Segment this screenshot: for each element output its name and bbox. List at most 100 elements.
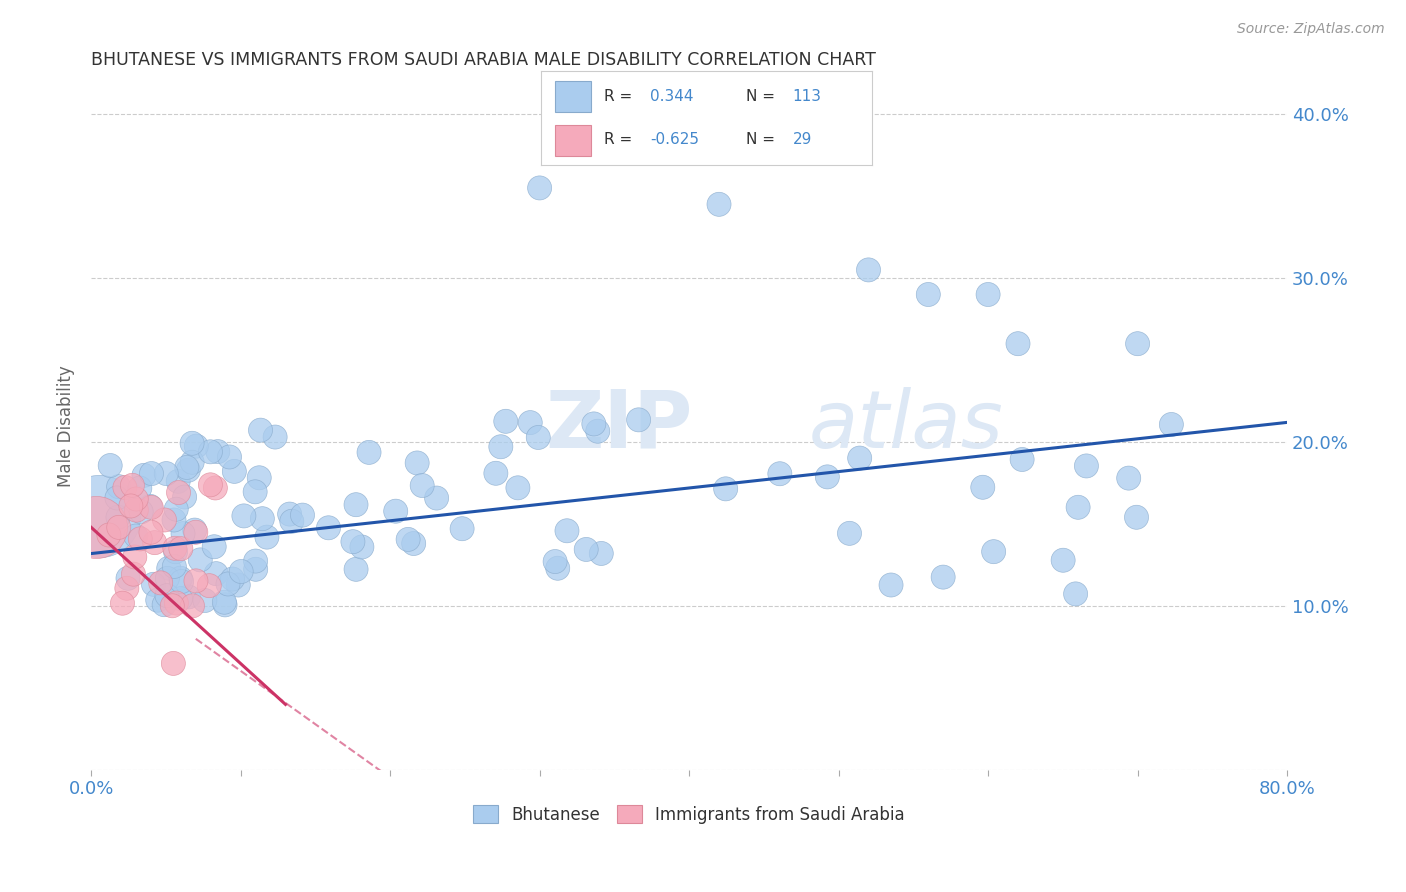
Point bbox=[198, 579, 221, 593]
Point bbox=[627, 413, 650, 427]
Point bbox=[529, 181, 551, 195]
Point bbox=[172, 526, 194, 541]
Point bbox=[128, 481, 150, 495]
Point bbox=[344, 562, 367, 576]
Point bbox=[139, 525, 162, 540]
Point bbox=[97, 528, 120, 542]
Point bbox=[350, 540, 373, 554]
Point bbox=[544, 555, 567, 569]
Point bbox=[1052, 553, 1074, 567]
Point bbox=[167, 475, 190, 489]
Text: -0.625: -0.625 bbox=[651, 132, 699, 147]
Point bbox=[1118, 471, 1140, 485]
Point bbox=[87, 508, 110, 523]
Point bbox=[84, 520, 107, 534]
Point bbox=[402, 536, 425, 550]
Point bbox=[200, 478, 222, 492]
Point bbox=[183, 523, 205, 537]
Point bbox=[111, 596, 134, 610]
Point bbox=[132, 468, 155, 483]
Point bbox=[186, 439, 208, 453]
Point bbox=[177, 463, 200, 477]
Point bbox=[141, 500, 163, 515]
Point bbox=[1067, 500, 1090, 515]
Point bbox=[231, 565, 253, 579]
Point bbox=[451, 522, 474, 536]
Point bbox=[105, 491, 128, 505]
Point bbox=[153, 513, 176, 527]
Point bbox=[124, 549, 146, 564]
Point bbox=[218, 450, 240, 464]
Point bbox=[406, 456, 429, 470]
Point bbox=[214, 598, 236, 612]
Point bbox=[107, 510, 129, 524]
Point bbox=[163, 541, 186, 556]
Point bbox=[977, 287, 1000, 301]
Text: R =: R = bbox=[605, 132, 637, 147]
Point bbox=[506, 481, 529, 495]
Point bbox=[858, 263, 880, 277]
Point bbox=[232, 508, 254, 523]
Point bbox=[245, 554, 267, 568]
Point bbox=[357, 445, 380, 459]
Point bbox=[125, 491, 148, 506]
Point bbox=[141, 467, 163, 481]
Point bbox=[181, 599, 204, 613]
Point bbox=[181, 455, 204, 469]
Point bbox=[217, 577, 239, 591]
Point bbox=[707, 197, 730, 211]
Point bbox=[575, 542, 598, 557]
Point bbox=[204, 481, 226, 495]
Point bbox=[1007, 336, 1029, 351]
Point bbox=[129, 505, 152, 519]
Point bbox=[519, 416, 541, 430]
Point bbox=[163, 513, 186, 527]
Point bbox=[917, 287, 939, 301]
Point bbox=[243, 484, 266, 499]
Point bbox=[1160, 417, 1182, 432]
Point bbox=[153, 598, 176, 612]
Point bbox=[169, 591, 191, 606]
Point bbox=[256, 530, 278, 544]
Point bbox=[591, 546, 613, 560]
Text: Source: ZipAtlas.com: Source: ZipAtlas.com bbox=[1237, 22, 1385, 37]
Point bbox=[200, 445, 222, 459]
Point bbox=[125, 529, 148, 543]
Point bbox=[98, 458, 121, 473]
Text: N =: N = bbox=[747, 132, 780, 147]
Point bbox=[214, 595, 236, 609]
Point bbox=[972, 480, 994, 494]
Point bbox=[188, 553, 211, 567]
Point bbox=[129, 532, 152, 546]
Point bbox=[769, 467, 792, 481]
Y-axis label: Male Disability: Male Disability bbox=[58, 365, 75, 486]
Point bbox=[485, 467, 508, 481]
Text: 29: 29 bbox=[793, 132, 811, 147]
Point bbox=[155, 467, 177, 481]
Point bbox=[177, 590, 200, 604]
Point bbox=[167, 485, 190, 500]
Point bbox=[121, 478, 143, 492]
Point bbox=[555, 524, 578, 538]
Point bbox=[983, 544, 1005, 558]
Point bbox=[146, 593, 169, 607]
Point bbox=[139, 500, 162, 514]
Point bbox=[264, 430, 287, 444]
Point bbox=[582, 417, 605, 431]
Point bbox=[149, 575, 172, 590]
Point bbox=[156, 571, 179, 585]
Point bbox=[1011, 452, 1033, 467]
Point bbox=[115, 582, 138, 596]
Point bbox=[120, 499, 142, 513]
Point bbox=[184, 525, 207, 540]
Point bbox=[252, 512, 274, 526]
Point bbox=[173, 490, 195, 504]
Point bbox=[165, 596, 187, 610]
Point bbox=[122, 567, 145, 582]
Point bbox=[169, 571, 191, 585]
Point bbox=[1126, 336, 1149, 351]
Point bbox=[495, 414, 517, 428]
Point bbox=[143, 535, 166, 549]
Point bbox=[125, 503, 148, 517]
Point bbox=[162, 599, 184, 613]
